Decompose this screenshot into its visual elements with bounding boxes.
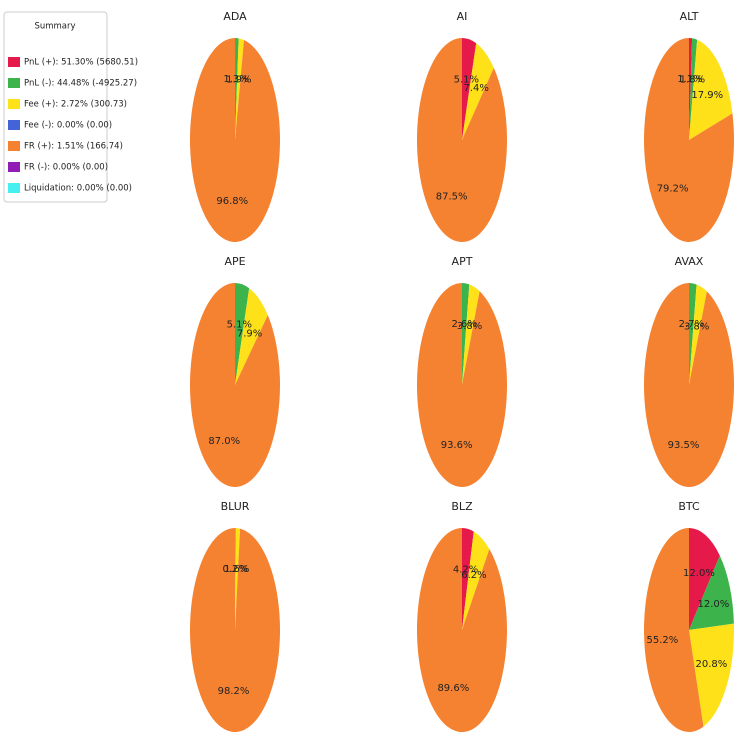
slice-label: 87.0%	[208, 436, 240, 447]
pie-slice	[689, 38, 693, 140]
slice-label: 7.9%	[237, 328, 262, 339]
pie-title: AVAX	[675, 255, 704, 268]
pie-slice	[417, 283, 508, 488]
slice-label: 17.9%	[691, 90, 723, 101]
slice-label: 5.1%	[227, 320, 252, 331]
pie-slice	[689, 38, 698, 140]
legend-title: Summary	[34, 22, 75, 32]
legend-label: Liquidation: 0.00% (0.00)	[24, 184, 132, 194]
slice-label: 6.2%	[461, 570, 486, 581]
pie-title: AI	[457, 10, 468, 23]
slice-label: 55.2%	[646, 635, 678, 646]
slice-label: 93.5%	[668, 440, 700, 451]
slice-label: 3.8%	[457, 321, 482, 332]
pie-slice	[462, 531, 490, 630]
pie-slice	[689, 39, 733, 140]
pie-slice	[235, 38, 244, 141]
legend-swatch	[8, 57, 20, 67]
pie-title: APE	[224, 255, 245, 268]
pie-slice	[689, 528, 720, 630]
pie-slice	[417, 38, 507, 242]
pie-slice	[643, 528, 704, 733]
slice-label: 2.7%	[679, 319, 704, 330]
pie-slice	[462, 38, 477, 140]
slice-label: 20.8%	[696, 659, 728, 670]
pie-slice	[235, 288, 268, 385]
pie-slice	[462, 528, 474, 630]
pie-slice	[689, 623, 734, 727]
slice-label: 87.5%	[436, 192, 468, 203]
pie-slice	[689, 284, 707, 385]
legend-swatch	[8, 78, 20, 88]
legend-swatch	[8, 183, 20, 193]
pie-slice	[689, 283, 697, 385]
slice-label: 0.2%	[222, 564, 247, 575]
legend-swatch	[8, 141, 20, 151]
legend-swatch	[8, 120, 20, 130]
legend-label: Fee (+): 2.72% (300.73)	[24, 100, 127, 110]
slice-label: 89.6%	[437, 683, 469, 694]
pie-slice	[235, 528, 241, 630]
slice-label: 1.6%	[224, 564, 249, 575]
legend-swatch	[8, 99, 20, 109]
legend-box	[3, 11, 108, 203]
pie-slice	[462, 284, 480, 385]
slice-label: 98.2%	[218, 686, 250, 697]
pie-slice	[190, 283, 280, 487]
pie-title: BLUR	[221, 500, 250, 513]
slice-label: 1.3%	[223, 74, 248, 85]
pie-title: ALT	[680, 10, 699, 23]
pie-slice	[462, 43, 494, 140]
slice-label: 1.8%	[680, 74, 705, 85]
slice-label: 12.0%	[698, 599, 730, 610]
pie-slice	[235, 528, 236, 630]
slice-label: 1.1%	[677, 74, 702, 85]
slice-label: 96.8%	[216, 196, 248, 207]
slice-label: 1.9%	[226, 74, 251, 85]
pie-title: BLZ	[451, 500, 473, 513]
pie-slice	[190, 38, 280, 242]
pie-slice	[235, 283, 250, 385]
pie-slice	[189, 528, 280, 733]
pie-slice	[417, 528, 508, 732]
slice-label: 7.4%	[463, 83, 488, 94]
pie-title: BTC	[678, 500, 700, 513]
slice-label: 4.2%	[453, 564, 478, 575]
slice-label: 5.1%	[454, 75, 479, 86]
pie-slice	[644, 38, 734, 242]
slice-label: 2.6%	[451, 319, 476, 330]
legend-label: PnL (+): 51.30% (5680.51)	[24, 58, 138, 68]
legend-label: FR (-): 0.00% (0.00)	[24, 163, 108, 173]
pie-title: ADA	[223, 10, 247, 23]
legend-label: Fee (-): 0.00% (0.00)	[24, 121, 112, 131]
slice-label: 3.8%	[684, 321, 709, 332]
legend-swatch	[8, 162, 20, 172]
pie-slice	[644, 283, 734, 488]
pie-title: APT	[452, 255, 473, 268]
pie-slice	[462, 283, 470, 385]
slice-label: 93.6%	[441, 440, 473, 451]
legend-label: FR (+): 1.51% (166.74)	[24, 142, 123, 152]
pie-slice	[689, 555, 734, 630]
slice-label: 79.2%	[657, 184, 689, 195]
slice-label: 12.0%	[683, 568, 715, 579]
legend-label: PnL (-): 44.48% (-4925.27)	[24, 79, 137, 89]
pie-slice	[235, 38, 239, 140]
